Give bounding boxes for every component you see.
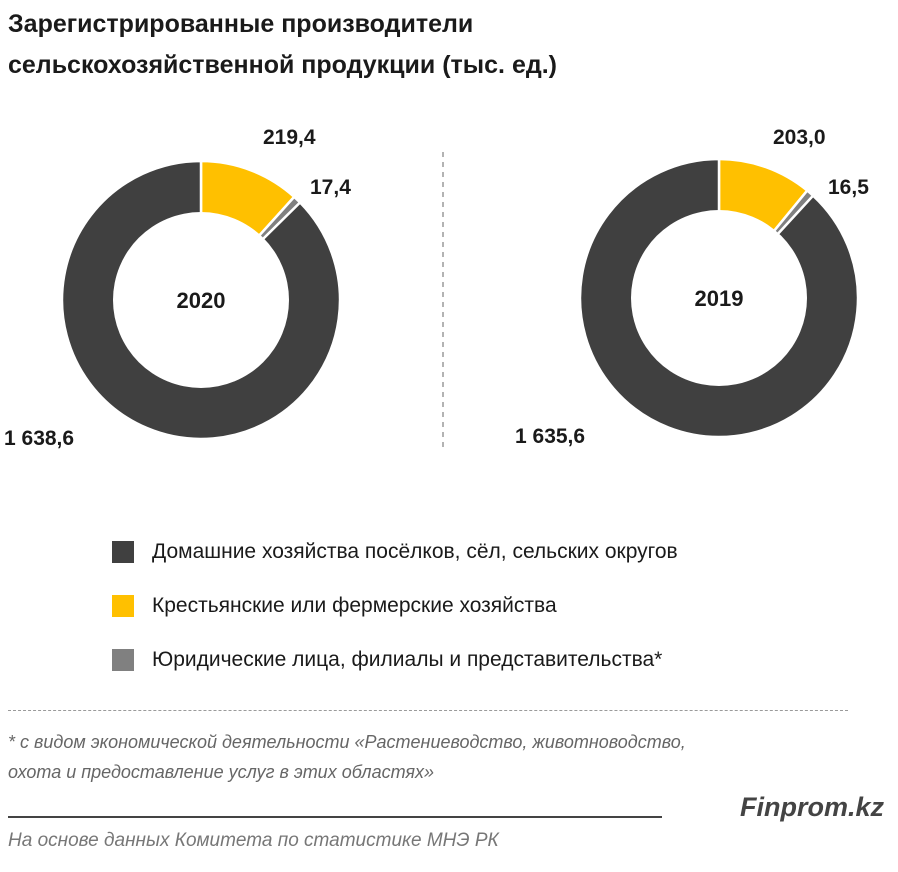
footnote-line-2: охота и предоставление услуг в этих обла…: [8, 762, 435, 782]
donut-charts: 2020 219,4 17,4 1 638,6 2019 203,0 16,5 …: [4, 126, 869, 450]
legend-item-households: Домашние хозяйства посёлков, сёл, сельск…: [112, 538, 678, 566]
footnote-line-1: * с видом экономической деятельности «Ра…: [8, 732, 686, 752]
source-divider: [8, 816, 662, 818]
donut-2019: 2019 203,0 16,5 1 635,6: [515, 126, 869, 448]
donut-2020-label-legal: 17,4: [310, 176, 351, 199]
legend: Домашние хозяйства посёлков, сёл, сельск…: [112, 538, 678, 700]
donut-2020-label-households: 1 638,6: [4, 427, 74, 450]
donut-2020-center-label: 2020: [177, 288, 226, 313]
donut-2020-slice-households: [60, 159, 342, 441]
legend-swatch-legal: [112, 649, 134, 671]
chart-title: Зарегистрированные производители сельско…: [8, 4, 557, 86]
footnote: * с видом экономической деятельности «Ра…: [8, 727, 686, 787]
donut-2019-label-legal: 16,5: [828, 176, 869, 199]
brand-logo-text: Finprom.kz: [739, 792, 884, 822]
footnote-divider: [8, 710, 848, 711]
donut-2019-center-label: 2019: [695, 286, 744, 311]
legend-item-legal: Юридические лица, филиалы и представител…: [112, 646, 678, 674]
chart-title-line-2: сельскохозяйственной продукции (тыс. ед.…: [8, 51, 557, 79]
donut-2020-hole: [113, 212, 289, 388]
donut-2020: 2020 219,4 17,4 1 638,6: [4, 126, 351, 450]
donut-2019-hole: [631, 210, 807, 386]
donut-2019-label-farms: 203,0: [773, 126, 826, 149]
legend-label-farms: Крестьянские или фермерские хозяйства: [152, 594, 557, 617]
legend-label-legal: Юридические лица, филиалы и представител…: [152, 648, 663, 671]
legend-label-households: Домашние хозяйства посёлков, сёл, сельск…: [152, 540, 678, 563]
source-note: На основе данных Комитета по статистике …: [8, 830, 499, 851]
legend-item-farms: Крестьянские или фермерские хозяйства: [112, 592, 678, 620]
donut-2019-label-households: 1 635,6: [515, 425, 585, 448]
legend-swatch-households: [112, 541, 134, 563]
legend-swatch-farms: [112, 595, 134, 617]
chart-title-line-1: Зарегистрированные производители: [8, 10, 474, 38]
donut-2020-label-farms: 219,4: [263, 126, 316, 149]
